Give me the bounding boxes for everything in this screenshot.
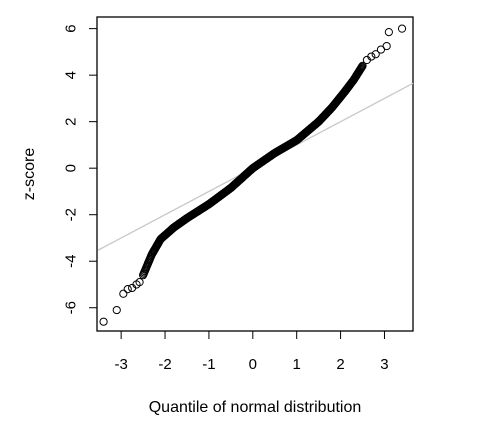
x-tick-label: -1: [202, 356, 215, 373]
data-point: [358, 61, 367, 70]
data-point: [123, 285, 132, 294]
data-point: [397, 24, 407, 33]
y-axis: -6 -4 -2 0 2 4 6: [63, 24, 98, 314]
data-point: [384, 28, 393, 37]
x-axis: -3 -2 -1 0 1 2 3: [114, 330, 389, 373]
data-point: [367, 52, 376, 61]
x-tick-label: 2: [336, 356, 344, 373]
x-tick-label: -2: [158, 356, 171, 373]
x-tick-label: 0: [249, 356, 257, 373]
x-axis-title: Quantile of normal distribution: [149, 399, 362, 416]
x-tick-label: 3: [380, 356, 388, 373]
y-tick-label: 2: [63, 117, 80, 125]
data-point: [382, 41, 391, 51]
x-tick-label: -3: [114, 356, 127, 373]
data-point: [119, 289, 128, 298]
data-points: [99, 24, 407, 326]
y-tick-label: 4: [63, 71, 80, 79]
data-point: [371, 50, 380, 59]
y-tick-label: -2: [63, 208, 80, 221]
y-axis-title: z-score: [21, 148, 38, 201]
y-tick-label: 0: [63, 164, 80, 172]
y-tick-label: -6: [63, 301, 80, 314]
y-tick-label: 6: [63, 24, 80, 32]
data-point: [135, 278, 144, 287]
data-point: [99, 317, 108, 326]
x-tick-label: 1: [293, 356, 301, 373]
data-point: [112, 305, 121, 315]
y-tick-label: -4: [63, 255, 80, 268]
